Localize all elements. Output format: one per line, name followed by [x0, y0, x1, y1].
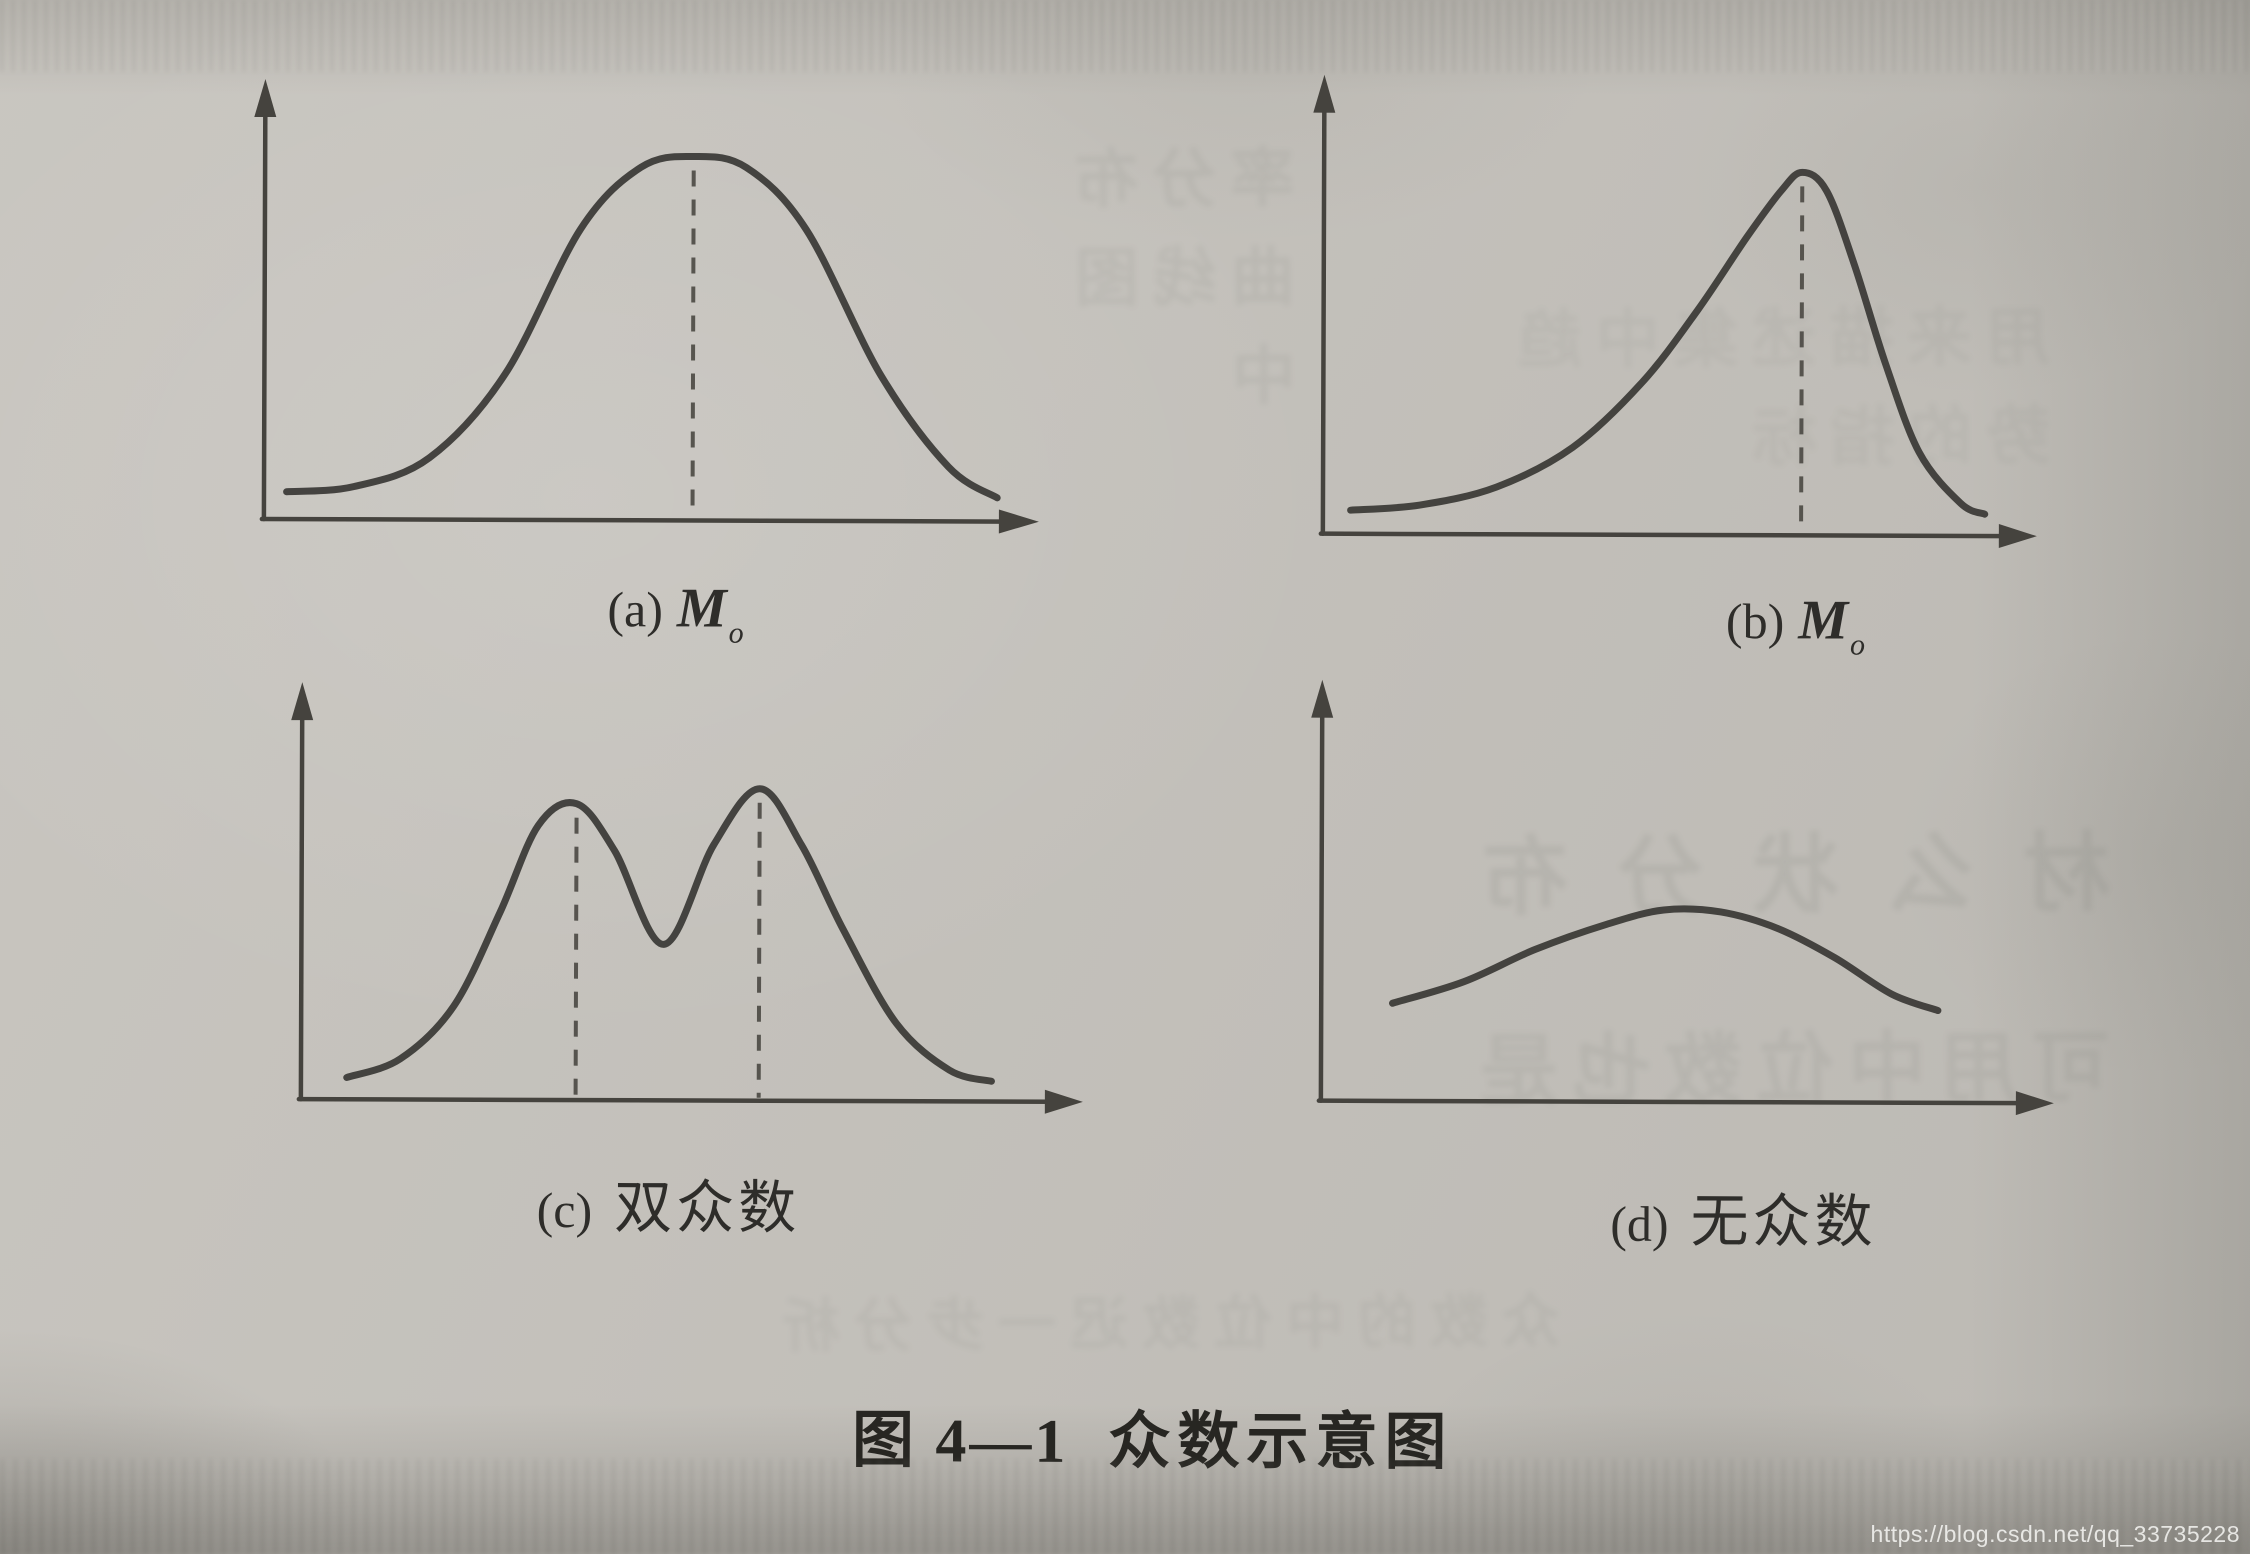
mode-dashed-line: [573, 817, 579, 1098]
panel-a-distribution-curve: [283, 152, 1001, 502]
panel-c-label: (c) 双众数: [468, 1160, 868, 1245]
photo-blur-edge-top: [0, 0, 2250, 72]
mode-dashed-line: [690, 170, 696, 518]
panel-c-x-axis: [296, 1096, 1056, 1105]
panel-b-label-prefix: (b): [1725, 593, 1785, 650]
panel-c-plot: [291, 682, 1083, 1114]
panel-c-x-axis-arrow-icon: [1044, 1089, 1083, 1114]
panel-d-x-axis-arrow-icon: [2015, 1091, 2054, 1116]
mode-dashed-line: [756, 802, 762, 1098]
panel-a-label-subscript: o: [728, 616, 744, 650]
panel-c-y-axis-arrow-icon: [291, 682, 314, 721]
panel-b-plot: [1313, 74, 2037, 549]
panel-d-label-text: 无众数: [1690, 1188, 1877, 1255]
panel-b-x-axis-arrow-icon: [1998, 524, 2037, 549]
panel-a-y-axis: [261, 106, 268, 522]
panel-b-label-symbol: M: [1798, 589, 1849, 652]
panel-b-x-axis: [1318, 531, 2010, 539]
panel-d-label-prefix: (d): [1610, 1195, 1669, 1252]
mode-dashed-line: [1799, 186, 1805, 533]
panel-a-x-axis-arrow-icon: [998, 509, 1039, 534]
panel-d-plot: [1311, 679, 2054, 1116]
photo-blur-edge-bottom: [0, 1459, 2250, 1554]
csdn-watermark-url: https://blog.csdn.net/qq_33735228: [1870, 1521, 2240, 1547]
panel-a-label-prefix: (a): [607, 581, 664, 638]
panel-d-y-axis-arrow-icon: [1311, 679, 1334, 718]
panel-b-label: (b) Mo: [1665, 588, 1925, 661]
panel-a-plot: [254, 78, 1039, 534]
panel-c-label-text: 双众数: [614, 1175, 801, 1241]
panel-b-y-axis: [1320, 102, 1327, 536]
panel-c-label-prefix: (c): [536, 1181, 593, 1239]
panel-a-x-axis: [259, 516, 1010, 524]
panel-d-y-axis: [1318, 707, 1325, 1103]
panel-b-y-axis-arrow-icon: [1313, 74, 1336, 113]
panel-a-label-symbol: M: [676, 577, 727, 640]
panel-a-label: (a) Mo: [545, 576, 805, 649]
panel-d-label: (d) 无众数: [1543, 1173, 1943, 1258]
panel-d-x-axis: [1316, 1098, 2027, 1106]
panel-b-distribution-curve: [1347, 168, 1989, 518]
panel-c-distribution-curve: [343, 785, 995, 1085]
panel-c-y-axis: [298, 709, 305, 1102]
panel-d-distribution-curve: [1389, 905, 1942, 1015]
panel-a-y-axis-arrow-icon: [254, 78, 277, 118]
panel-b-label-subscript: o: [1849, 628, 1866, 662]
